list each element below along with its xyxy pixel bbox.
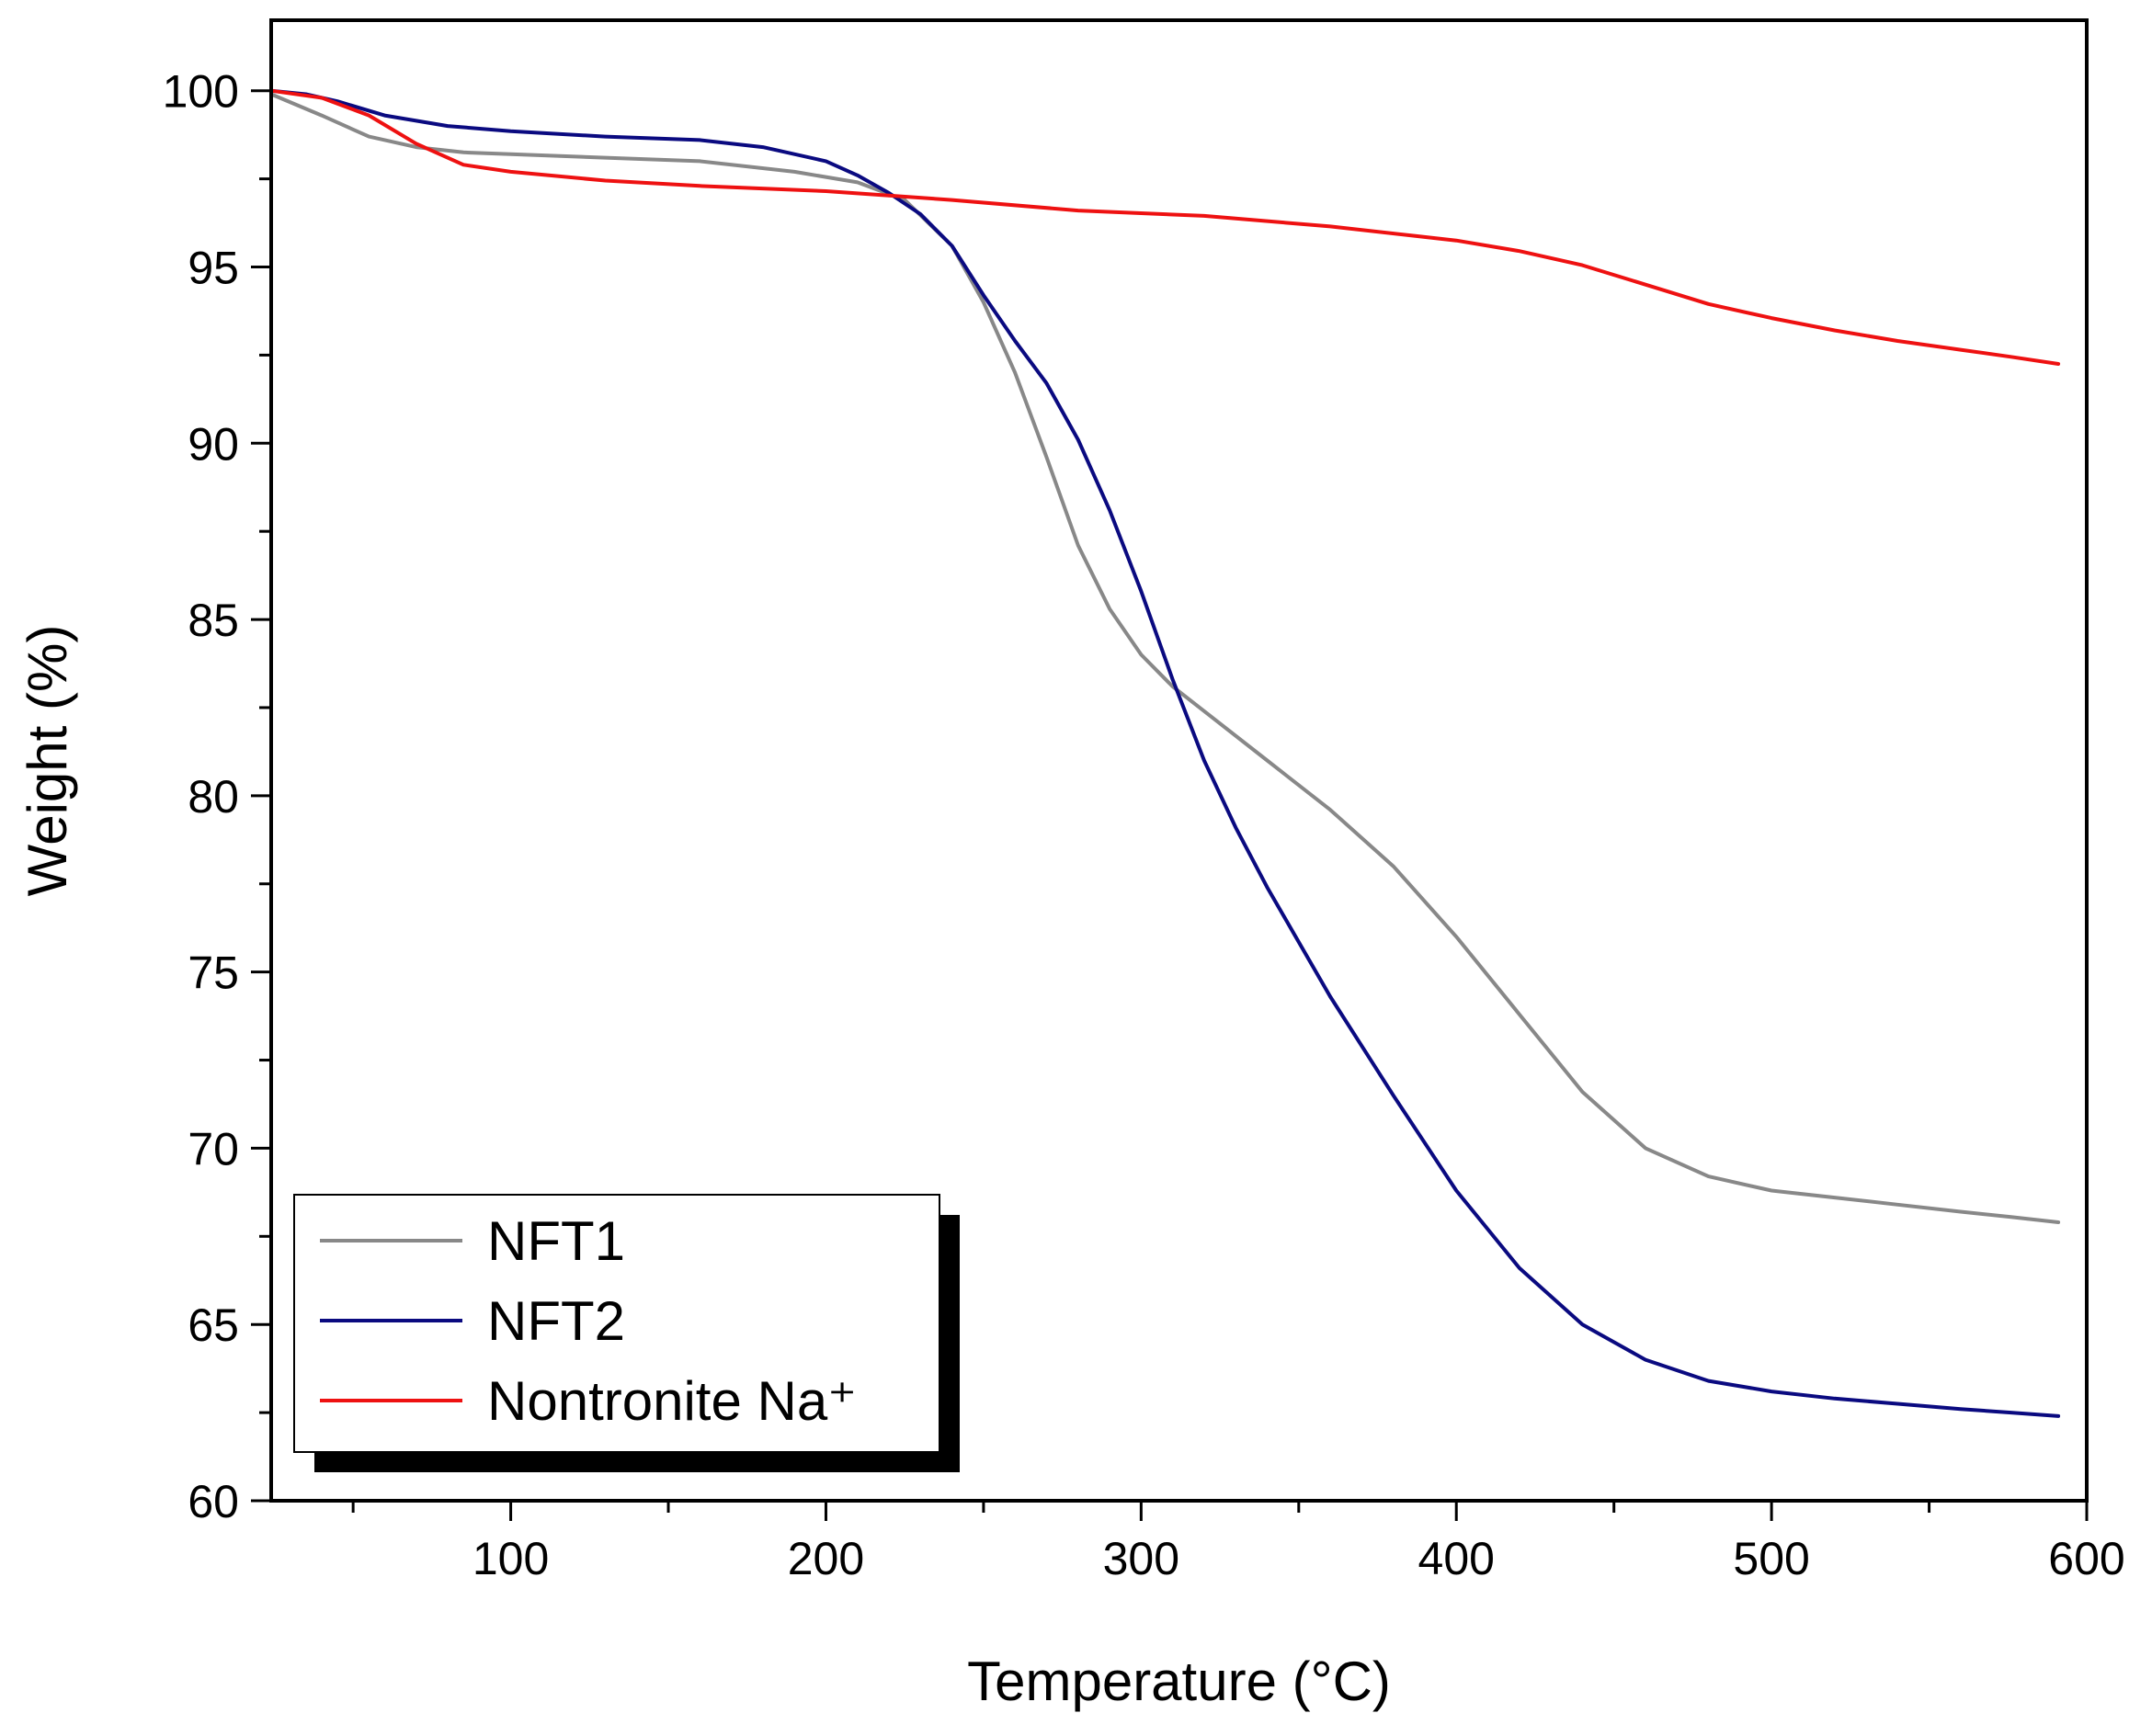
y-tick-label: 95 bbox=[188, 243, 239, 294]
x-tick-label: 100 bbox=[473, 1533, 549, 1584]
x-tick-label: 500 bbox=[1733, 1533, 1809, 1584]
y-tick-label: 90 bbox=[188, 418, 239, 470]
tick-layer: 100 200 300 400 500 600 60 65 70 75 80 85 90 95 100 bbox=[163, 66, 2125, 1584]
series-line-2 bbox=[269, 88, 2061, 1418]
y-tick-label: 75 bbox=[188, 947, 239, 999]
plot-frame bbox=[269, 18, 2089, 1503]
legend-label-1: NFT1 bbox=[487, 1210, 625, 1272]
x-tick-label: 600 bbox=[2048, 1533, 2124, 1584]
x-tick-label: 300 bbox=[1103, 1533, 1179, 1584]
y-tick-label: 65 bbox=[188, 1299, 239, 1351]
series-line-3 bbox=[269, 88, 2061, 366]
legend-label-2: NFT2 bbox=[487, 1290, 625, 1352]
series-line-1 bbox=[269, 92, 2061, 1224]
x-axis-title: Temperature (°C) bbox=[967, 1651, 1391, 1712]
y-tick-label: 85 bbox=[188, 595, 239, 646]
legend-label-3: Nontronite Na⁺ bbox=[487, 1370, 857, 1432]
y-axis-title: Weight (%) bbox=[17, 625, 78, 897]
y-tick-label: 60 bbox=[188, 1476, 239, 1527]
y-tick-label: 80 bbox=[188, 771, 239, 823]
series-layer bbox=[269, 88, 2061, 1418]
x-tick-label: 400 bbox=[1418, 1533, 1495, 1584]
x-tick-label: 200 bbox=[788, 1533, 864, 1584]
y-tick-label: 70 bbox=[188, 1123, 239, 1174]
y-tick-label: 100 bbox=[163, 66, 239, 118]
legend-box bbox=[293, 1194, 940, 1453]
legend: NFT1 NFT2 Nontronite Na⁺ bbox=[293, 1194, 960, 1472]
